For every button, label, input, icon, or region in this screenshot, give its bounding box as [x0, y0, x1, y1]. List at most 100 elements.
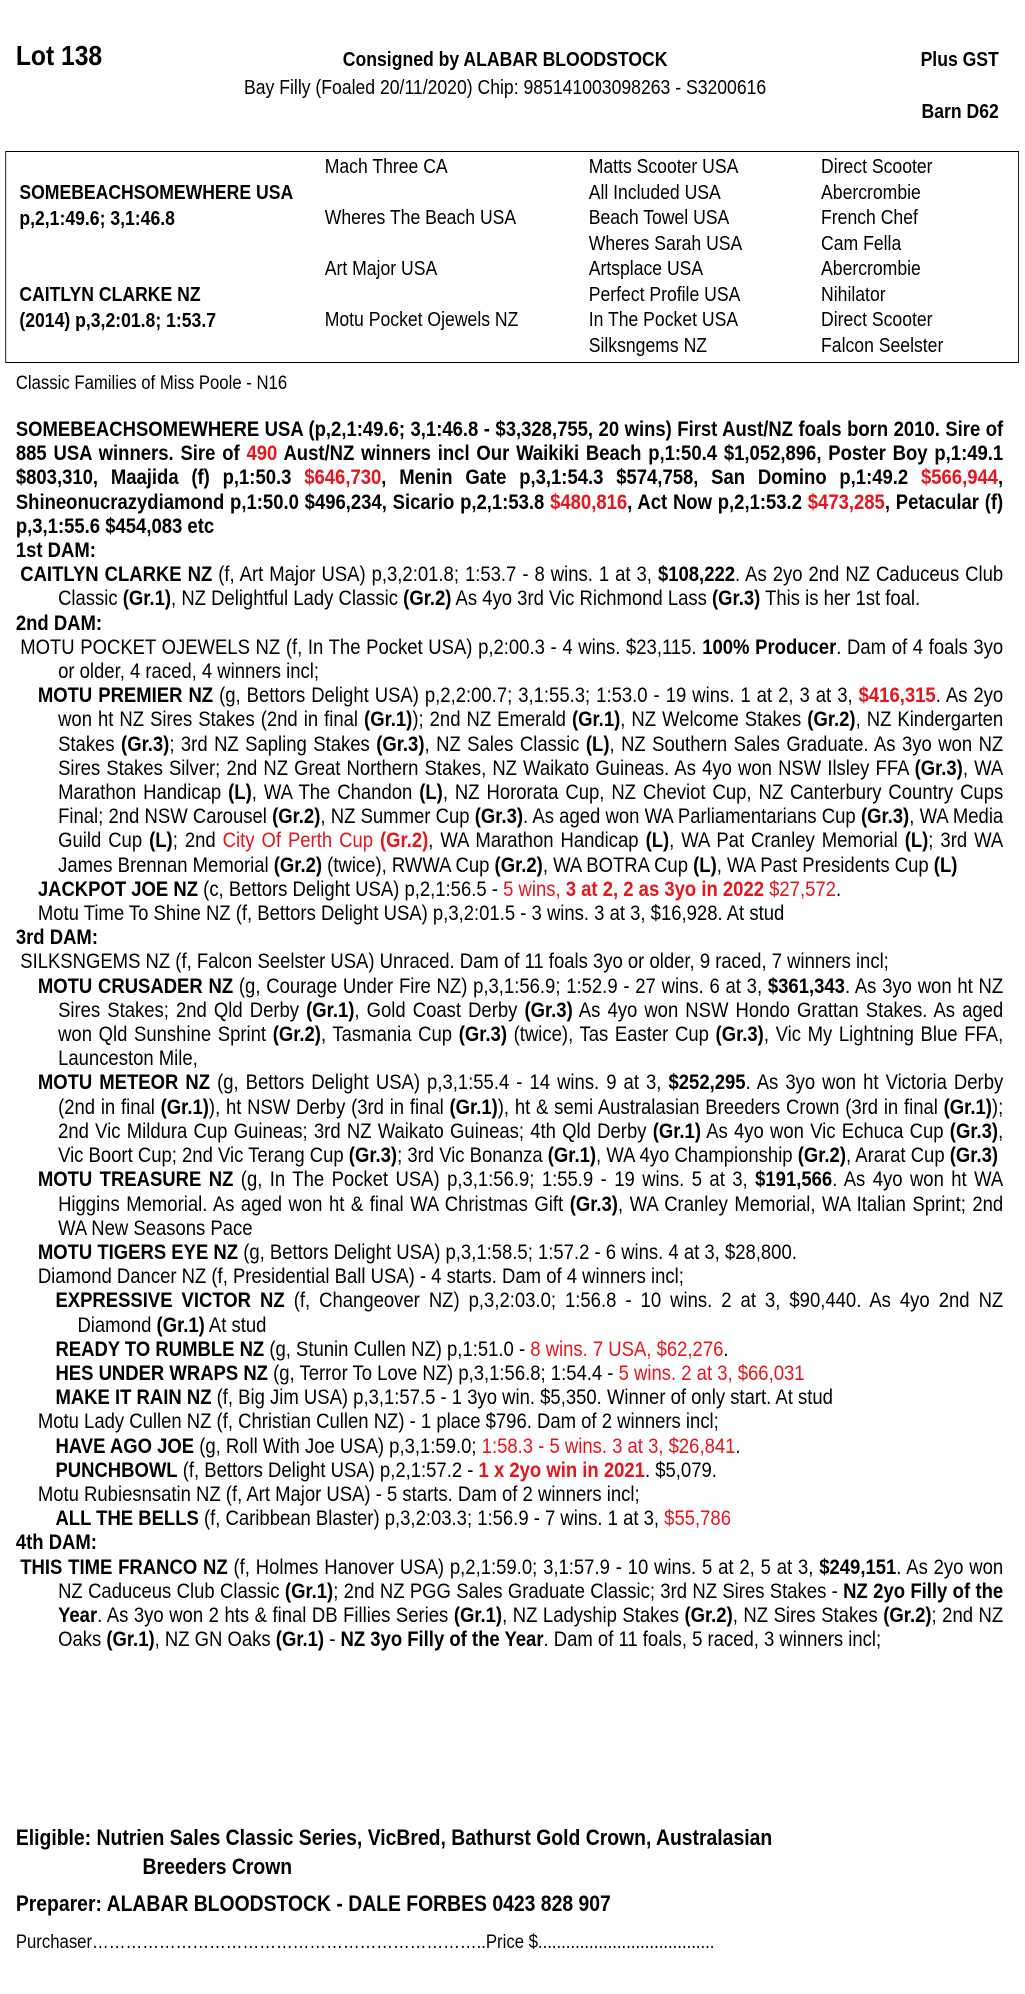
pedigree-entry: MOTU TIGERS EYE NZ (g, Bettors Delight U…	[38, 1241, 1003, 1265]
text-segment: Motu Lady Cullen NZ (f, Christian Cullen…	[37, 1410, 719, 1434]
bold-text: HES UNDER WRAPS NZ	[55, 1361, 268, 1385]
dam-heading: 2nd DAM:	[15, 611, 103, 635]
pedigree-entry: Motu Rubiesnsatin NZ (f, Art Major USA) …	[38, 1483, 1003, 1507]
text-segment: ; 3rd NZ Sapling Stakes	[169, 732, 377, 756]
text-segment: SILKSNGEMS NZ (f, Falcon Seelster USA) U…	[20, 950, 889, 974]
highlighted-text: $480,816	[550, 490, 628, 514]
barn-number: Barn D62	[921, 101, 999, 123]
bold-text: (Gr.3)	[376, 732, 425, 756]
text-segment: (f, Art Major USA) p,3,2:01.8; 1:53.7 - …	[212, 563, 658, 587]
highlighted-text: $473,285	[807, 490, 885, 514]
text-segment: , NZ Hororata Cup, NZ Cheviot Cup, NZ Ca…	[58, 781, 1004, 829]
bold-text: HAVE AGO JOE	[55, 1434, 195, 1458]
bold-text: (L)	[904, 829, 929, 853]
bold-text: (Gr.3)	[914, 756, 963, 780]
pedigree-entry: MOTU METEOR NZ (g, Bettors Delight USA) …	[38, 1071, 1003, 1168]
pedigree-gen4-ancestor: Falcon Seelster	[821, 334, 944, 357]
text-segment: , WA Pat Cranley Memorial	[669, 829, 905, 853]
gst-note: Plus GST	[920, 49, 999, 71]
bold-text: (Gr.1)	[571, 708, 621, 732]
text-segment: , WA 4yo Championship	[596, 1144, 798, 1168]
text-segment: . As 2yo won ht NZ Sires Stakes (2nd in …	[58, 684, 1004, 732]
text-segment: (g, Bettors Delight USA) p,2,2:00.7; 3,1…	[213, 684, 859, 708]
bold-text: (Gr.3)	[569, 1192, 618, 1216]
bold-text: (Gr.2)	[883, 1603, 932, 1627]
text-segment: (f, Holmes Hanover USA) p,2,1:59.0; 3,1:…	[227, 1555, 820, 1579]
pedigree-entry: PUNCHBOWL (f, Bettors Delight USA) p,2,1…	[55, 1458, 1003, 1483]
pedigree-entry: Motu Time To Shine NZ (f, Bettors Deligh…	[38, 902, 1003, 926]
bold-text: (Gr.3)	[348, 1144, 398, 1168]
bold-text: (L)	[933, 853, 958, 877]
text-segment: , NZ Welcome Stakes	[620, 708, 808, 732]
bold-text: (Gr.1)	[449, 1095, 498, 1119]
bold-text: (Gr.3)	[712, 587, 761, 611]
text-segment: . As 2yo 2nd NZ Caduceus Club Classic	[58, 563, 1004, 611]
text-segment: ), ht NSW Derby (3rd in final	[208, 1095, 450, 1119]
horse-description: Bay Filly (Foaled 20/11/2020) Chip: 9851…	[244, 77, 767, 99]
bold-text: THIS TIME FRANCO NZ	[20, 1555, 228, 1579]
pedigree-gen2-ancestor: Wheres The Beach USA	[324, 207, 517, 229]
highlighted-text: (Gr.2)	[379, 829, 429, 853]
highlighted-text: 5 wins. 2 at 3, $66,031	[618, 1361, 805, 1385]
text-segment: , WA BOTRA Cup	[542, 853, 694, 877]
text-segment: (g, Terror To Love NZ) p,3,1:56.8; 1:54.…	[267, 1361, 619, 1385]
bold-text: JACKPOT JOE NZ	[37, 877, 199, 901]
bold-text: NZ 3yo Filly of the Year	[340, 1628, 544, 1652]
bold-text: (Gr.2)	[807, 708, 856, 732]
text-segment: , NZ Kindergarten Stakes	[58, 708, 1004, 756]
pedigree-entry: SILKSNGEMS NZ (f, Falcon Seelster USA) U…	[20, 950, 1003, 974]
pedigree-gen4-ancestor: Abercrombie	[821, 181, 921, 204]
bold-text: PUNCHBOWL	[55, 1458, 178, 1482]
text-segment: . As aged won WA Parliamentarians Cup	[523, 805, 861, 829]
bold-text: (Gr.1)	[547, 1144, 597, 1168]
highlighted-text: $416,315	[858, 684, 936, 708]
text-segment: ); 2nd NZ Emerald	[412, 708, 572, 732]
pedigree-gen4-ancestor: Direct Scooter	[821, 156, 933, 178]
bold-text: MOTU TREASURE NZ	[37, 1168, 234, 1192]
highlighted-text: $27,572	[764, 877, 836, 901]
pedigree-entry: HAVE AGO JOE (g, Roll With Joe USA) p,3,…	[55, 1434, 1003, 1459]
bold-text: (Gr.2)	[494, 853, 543, 877]
pedigree-gen4-ancestor: Cam Fella	[821, 232, 902, 255]
pedigree-gen2-ancestor: Motu Pocket Ojewels NZ	[324, 309, 519, 331]
text-segment: . Dam of 4 foals 3yo or older, 4 raced, …	[58, 635, 1004, 684]
text-segment: .	[735, 1434, 741, 1458]
pedigree-entry: HES UNDER WRAPS NZ (g, Terror To Love NZ…	[55, 1361, 1003, 1386]
text-segment: , NZ Ladyship Stakes	[502, 1603, 685, 1627]
text-segment: Diamond Dancer NZ (f, Presidential Ball …	[37, 1265, 684, 1289]
pedigree-gen3-ancestor: Wheres Sarah USA	[588, 232, 743, 255]
bold-text: (L)	[693, 853, 717, 877]
bold-text: (Gr.1)	[306, 998, 355, 1022]
text-segment: (f, Changeover NZ) p,3,2:03.0; 1:56.8 - …	[77, 1289, 1004, 1337]
bold-text: (Gr.1)	[106, 1628, 155, 1652]
text-segment: , NZ Sires Stakes	[732, 1603, 884, 1627]
bold-text: SOMEBEACHSOMEWHERE USA (p,2,1:49.6; 3,1:…	[15, 418, 1004, 466]
pedigree-gen3-ancestor: Beach Towel USA	[588, 207, 730, 229]
pedigree-gen4-ancestor: French Chef	[821, 207, 918, 229]
bold-text: (Gr.2)	[797, 1144, 846, 1168]
text-segment: .	[723, 1337, 729, 1361]
pedigree-sire-record: p,2,1:49.6; 3,1:46.8	[19, 208, 175, 230]
text-segment: , Gold Coast Derby	[354, 998, 525, 1022]
text-segment: . $5,079.	[644, 1458, 717, 1482]
pedigree-gen3-ancestor: All Included USA	[588, 181, 721, 204]
highlighted-text: $646,730	[304, 466, 382, 490]
text-segment: Motu Rubiesnsatin NZ (f, Art Major USA) …	[37, 1482, 640, 1506]
pedigree-gen3-ancestor: In The Pocket USA	[588, 309, 739, 331]
bold-text: EXPRESSIVE VICTOR NZ	[55, 1289, 285, 1313]
text-segment: , NZ GN Oaks	[154, 1628, 276, 1652]
text-segment: (g, Courage Under Fire NZ) p,3,1:56.9; 1…	[233, 974, 768, 998]
highlighted-text: 5 wins,	[503, 877, 566, 901]
text-segment: , Tasmania Cup	[320, 1023, 459, 1047]
text-segment: , NZ Southern Sales Graduate. As 3yo won…	[58, 732, 1004, 780]
text-segment: ; 2nd NZ PGG Sales Graduate Classic; 3rd…	[333, 1579, 844, 1603]
text-segment: , NZ Delightful Lady Classic	[171, 587, 404, 611]
highlighted-text: City Of Perth Cup	[222, 829, 380, 853]
text-segment: This is her 1st foal.	[760, 587, 921, 611]
bold-text: (Gr.3)	[474, 805, 524, 829]
text-segment: . Dam of 11 foals, 5 raced, 3 winners in…	[543, 1628, 882, 1652]
text-segment: . As 4yo won ht WA Higgins Memorial. As …	[58, 1168, 1004, 1216]
pedigree-gen2-ancestor: Mach Three CA	[324, 156, 448, 178]
text-segment: .	[835, 877, 842, 901]
text-segment: , Ararat Cup	[845, 1144, 950, 1168]
